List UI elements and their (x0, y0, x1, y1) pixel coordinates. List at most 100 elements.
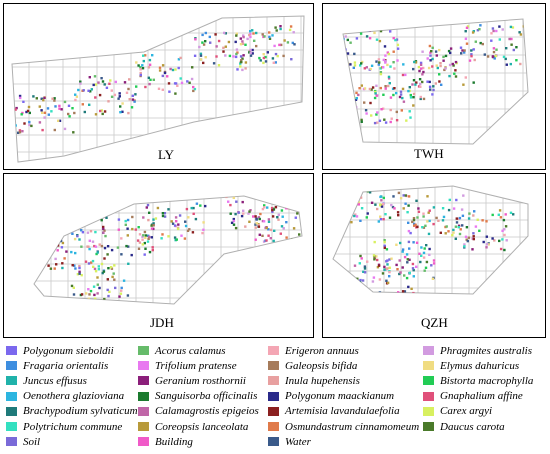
legend-label: Calamagrostis epigeios (155, 405, 259, 418)
legend-label: Soil (23, 435, 41, 448)
legend-item: Fragaria orientalis (6, 359, 108, 372)
panel-label-jdh: JDH (150, 315, 174, 330)
legend-swatch (138, 376, 149, 386)
legend-item: Polytrichum commune (6, 420, 122, 433)
legend-swatch (423, 406, 434, 416)
legend-swatch (6, 376, 17, 386)
site-boundary (11, 15, 305, 163)
legend-label: Elymus dahuricus (440, 359, 520, 372)
vegetation-points (44, 196, 302, 301)
legend-item: Building (138, 435, 193, 448)
legend-label: Galeopsis bifida (285, 359, 358, 372)
legend-swatch (138, 346, 149, 355)
map-twh (342, 18, 529, 145)
legend-item: Oenothera glazioviana (6, 390, 124, 403)
legend-item: Galeopsis bifida (268, 359, 357, 372)
legend-item: Trifolium pratense (138, 359, 237, 372)
legend-item: Bistorta macrophylla (423, 374, 533, 387)
legend-label: Coreopsis lanceolata (155, 420, 249, 433)
legend-swatch (138, 391, 149, 401)
panel-label-ly: LY (158, 147, 175, 162)
legend-label: Fragaria orientalis (23, 359, 109, 372)
map-panel-twh: TWH (322, 3, 546, 170)
legend-swatch (423, 422, 434, 431)
legend-swatch (268, 391, 279, 401)
legend-label: Phragmites australis (440, 344, 532, 357)
legend-label: Inula hupehensis (285, 374, 360, 387)
map-panel-qzh: QZH (322, 173, 546, 338)
legend-label: Polygonum maackianum (285, 390, 395, 403)
legend-label: Daucus carota (440, 420, 505, 433)
panel-label-twh: TWH (414, 146, 444, 161)
map-ly (11, 15, 305, 163)
legend-label: Trifolium pratense (155, 359, 237, 372)
map-qzh (332, 185, 529, 295)
grid-lines (343, 19, 528, 144)
legend-label: Polygonum sieboldii (23, 344, 114, 357)
legend-label: Building (155, 435, 193, 448)
legend-item: Juncus effusus (6, 374, 87, 387)
legend-item: Carex argyi (423, 405, 492, 418)
legend-item: Gnaphalium affine (423, 390, 523, 403)
legend-label: Polytrichum commune (23, 420, 123, 433)
legend-item: Calamagrostis epigeios (138, 405, 259, 418)
vegetation-points (14, 25, 296, 134)
legend-label: Brachypodium sylvaticum (23, 405, 138, 418)
legend-swatch (268, 406, 279, 416)
legend-label: Bistorta macrophylla (440, 374, 534, 387)
legend-swatch (268, 422, 279, 431)
legend-label: Osmundastrum cinnamomeum (285, 420, 420, 433)
legend-item: Osmundastrum cinnamomeum (268, 420, 419, 433)
site-boundary (342, 18, 529, 145)
site-boundary (33, 195, 303, 305)
legend-item: Elymus dahuricus (423, 359, 519, 372)
legend-swatch (6, 361, 17, 371)
legend-swatch (6, 346, 17, 355)
legend-label: Geranium rosthornii (155, 374, 246, 387)
legend-label: Erigeron annuus (285, 344, 359, 357)
legend-label: Oenothera glazioviana (23, 390, 125, 403)
legend-swatch (268, 437, 279, 447)
legend-swatch (6, 406, 17, 416)
panel-label-qzh: QZH (421, 315, 448, 330)
legend-item: Water (268, 435, 311, 448)
legend-swatch (268, 376, 279, 386)
map-jdh (33, 195, 303, 305)
legend-swatch (423, 391, 434, 401)
legend-swatch (138, 437, 149, 447)
legend-swatch (6, 422, 17, 431)
legend-item: Geranium rosthornii (138, 374, 246, 387)
legend-swatch (268, 361, 279, 371)
legend-swatch (6, 437, 17, 447)
map-panel-ly: LY (3, 3, 314, 170)
map-panel-jdh: JDH (3, 173, 314, 338)
legend-item: Soil (6, 435, 40, 448)
legend-label: Gnaphalium affine (440, 390, 523, 403)
legend-item: Erigeron annuus (268, 344, 359, 357)
legend-item: Daucus carota (423, 420, 505, 433)
vegetation-points (350, 186, 515, 294)
legend-swatch (6, 391, 17, 401)
legend-label: Artemisia lavandulaefolia (285, 405, 400, 418)
legend-swatch (138, 361, 149, 371)
legend-item: Inula hupehensis (268, 374, 360, 387)
legend-swatch (268, 346, 279, 355)
legend-label: Carex argyi (440, 405, 493, 418)
legend-item: Phragmites australis (423, 344, 532, 357)
legend-swatch (423, 361, 434, 371)
legend-label: Acorus calamus (155, 344, 226, 357)
legend-swatch (423, 376, 434, 386)
legend-item: Sanguisorba officinalis (138, 390, 257, 403)
legend-label: Water (285, 435, 311, 448)
legend-item: Acorus calamus (138, 344, 226, 357)
legend-swatch (423, 346, 434, 355)
legend-item: Polygonum maackianum (268, 390, 394, 403)
legend-swatch (138, 406, 149, 416)
legend-item: Polygonum sieboldii (6, 344, 114, 357)
legend-label: Sanguisorba officinalis (155, 390, 258, 403)
legend-item: Artemisia lavandulaefolia (268, 405, 400, 418)
legend-label: Juncus effusus (23, 374, 87, 387)
legend: Polygonum sieboldii Acorus calamus Erigero… (6, 344, 546, 452)
legend-swatch (138, 422, 149, 431)
site-boundary (332, 185, 529, 295)
